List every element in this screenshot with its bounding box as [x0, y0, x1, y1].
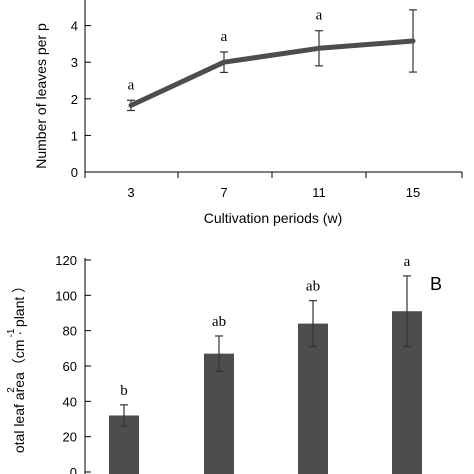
chart-a-y-axis-label: Number of leaves per p: [33, 23, 49, 169]
chart-a-y-tick-label: 2: [71, 92, 78, 107]
chart-b-significance-letter: ab: [212, 314, 226, 330]
chart-b-error-bar: [215, 335, 223, 372]
chart-a-y-tick-label: 0: [71, 165, 78, 180]
chart-a-significance-letter: a: [128, 77, 135, 93]
chart-b-significance-letter: a: [404, 254, 411, 270]
chart-b-y-tick-label: 100: [55, 288, 77, 303]
chart-b-y-axis-sup-2: -1: [6, 328, 17, 337]
chart-a-x-tick-label: 7: [220, 185, 227, 200]
chart-b-y-tick-label: 20: [63, 430, 77, 445]
chart-b-significance-letter: b: [120, 383, 128, 399]
chart-b-y-tick-label: 0: [70, 465, 77, 474]
chart-b: otal leaf area（cm · plant ） 2 -1 0 20 40 60…: [6, 253, 442, 474]
chart-a-x-tick-label: 3: [127, 185, 134, 200]
chart-b-bar: [298, 323, 328, 474]
chart-a-x-tick-label: 15: [406, 185, 420, 200]
chart-a-y-tick-label: 4: [71, 19, 78, 34]
chart-b-y-axis-label: otal leaf area（cm · plant ）: [11, 279, 27, 453]
chart-a-significance-letter: a: [410, 0, 417, 3]
chart-b-error-bar: [309, 300, 317, 348]
chart-b-y-tick-label: 40: [63, 394, 77, 409]
chart-b-error-bar: [120, 404, 128, 427]
chart-a-x-axis-label: Cultivation periods (w): [204, 210, 343, 226]
chart-b-panel-label: B: [430, 274, 442, 294]
chart-a-y-tick-label: 3: [71, 55, 78, 70]
chart-a-y-tick-label: 1: [71, 128, 78, 143]
chart-b-y-tick-label: 80: [63, 324, 77, 339]
chart-b-bar: [204, 353, 234, 474]
chart-a-significance-letter: a: [316, 8, 323, 24]
chart-b-significance-letter: ab: [306, 279, 320, 295]
chart-b-y-tick-label: 60: [63, 359, 77, 374]
chart-a-x-tick-label: 11: [312, 185, 326, 200]
chart-b-y-axis-sup-1: 2: [6, 387, 17, 393]
chart-a-significance-letter: a: [221, 29, 228, 45]
chart-b-y-tick-label: 120: [55, 253, 77, 268]
chart-a-series-line: [128, 38, 416, 108]
chart-b-error-bar: [403, 275, 411, 348]
